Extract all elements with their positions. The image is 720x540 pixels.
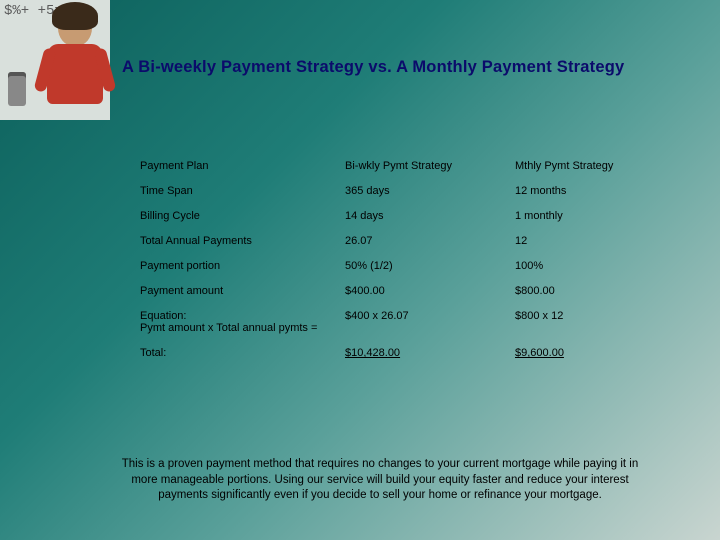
biweekly-cell: 14 days (345, 210, 515, 222)
row-label: Payment amount (140, 285, 345, 297)
table-row: Time Span 365 days 12 months (140, 185, 680, 197)
monthly-cell: Mthly Pymt Strategy (515, 160, 675, 172)
biweekly-cell: $10,428.00 (345, 347, 515, 359)
monthly-cell: 1 monthly (515, 210, 675, 222)
table-row: Total Annual Payments 26.07 12 (140, 235, 680, 247)
monthly-cell: $800 x 12 (515, 310, 675, 322)
biweekly-cell: 50% (1/2) (345, 260, 515, 272)
monthly-cell: 12 (515, 235, 675, 247)
row-label: Billing Cycle (140, 210, 345, 222)
table-row: Billing Cycle 14 days 1 monthly (140, 210, 680, 222)
biweekly-cell: $400 x 26.07 (345, 310, 515, 322)
slide-background: $%+ +5= A Bi-weekly Payment Strategy vs.… (0, 0, 720, 540)
row-label: Total: (140, 347, 345, 359)
biweekly-cell: 26.07 (345, 235, 515, 247)
table-row: Payment amount $400.00 $800.00 (140, 285, 680, 297)
table-row: Payment Plan Bi-wkly Pymt Strategy Mthly… (140, 160, 680, 172)
monthly-cell: $800.00 (515, 285, 675, 297)
table-row: Equation: Pymt amount x Total annual pym… (140, 310, 680, 334)
phone-icon (8, 72, 26, 106)
avatar-illustration (40, 6, 110, 121)
comparison-table: Payment Plan Bi-wkly Pymt Strategy Mthly… (140, 160, 680, 372)
row-label: Time Span (140, 185, 345, 197)
table-row: Payment portion 50% (1/2) 100% (140, 260, 680, 272)
footer-paragraph: This is a proven payment method that req… (110, 457, 650, 504)
row-label: Payment Plan (140, 160, 345, 172)
table-row-total: Total: $10,428.00 $9,600.00 (140, 347, 680, 359)
monthly-cell: $9,600.00 (515, 347, 675, 359)
biweekly-cell: 365 days (345, 185, 515, 197)
biweekly-cell: $400.00 (345, 285, 515, 297)
monthly-cell: 12 months (515, 185, 675, 197)
row-label: Payment portion (140, 260, 345, 272)
biweekly-cell: Bi-wkly Pymt Strategy (345, 160, 515, 172)
monthly-cell: 100% (515, 260, 675, 272)
slide-title: A Bi-weekly Payment Strategy vs. A Month… (122, 58, 700, 77)
row-label: Equation: Pymt amount x Total annual pym… (140, 310, 345, 334)
row-label: Total Annual Payments (140, 235, 345, 247)
